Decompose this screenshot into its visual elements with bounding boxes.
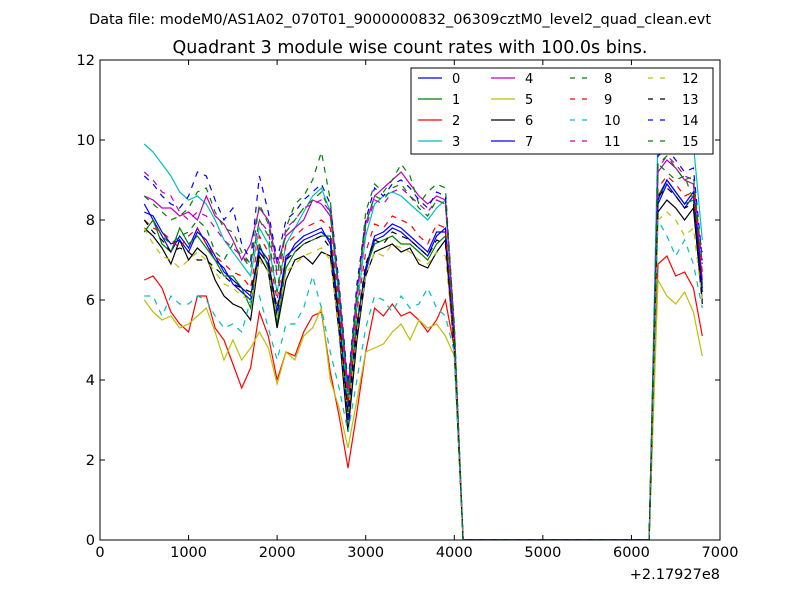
series-line-13 [143,187,703,540]
y-tick-label: 2 [86,453,95,469]
series-line-14 [143,147,703,540]
series-line-1 [143,178,703,540]
x-tick-label: 4000 [436,545,473,561]
x-offset-label: +2.17927e8 [630,567,720,583]
legend-label-13: 13 [682,93,699,108]
x-tick-label: 6000 [613,545,650,561]
legend-label-4: 4 [525,72,533,87]
legend-label-6: 6 [525,114,533,129]
x-tick-label: 2000 [259,545,296,561]
series-line-8 [143,151,703,540]
x-tick-label: 3000 [347,545,384,561]
data-file-label: Data file: modeM0/AS1A02_070T01_90000008… [89,12,711,28]
series-layer [143,131,703,540]
series-line-12 [143,211,703,540]
legend-label-15: 15 [682,135,699,150]
legend-label-9: 9 [604,93,612,108]
series-line-11 [143,155,703,540]
x-tick-label: 7000 [702,545,739,561]
series-line-3 [143,131,703,540]
series-line-5 [143,277,703,540]
y-tick-label: 0 [86,533,95,549]
legend-box [410,67,714,155]
x-tick-label: 5000 [524,545,561,561]
series-line-6 [143,199,703,540]
x-tick-label: 0 [95,545,104,561]
legend-label-1: 1 [452,93,460,108]
y-tick-label: 12 [77,53,95,69]
legend-label-11: 11 [604,135,621,150]
legend-label-3: 3 [452,135,460,150]
legend-label-0: 0 [452,72,460,87]
series-line-7 [144,178,703,540]
y-tick-label: 10 [77,133,95,149]
legend-label-5: 5 [525,93,533,108]
legend-label-12: 12 [682,72,699,87]
y-tick-label: 6 [86,293,95,309]
legend-label-8: 8 [604,72,612,87]
legend-label-10: 10 [604,114,621,129]
x-tick-label: 1000 [170,545,207,561]
y-tick-label: 4 [86,373,95,389]
legend-label-7: 7 [525,135,533,150]
legend-label-14: 14 [682,114,699,129]
legend-label-2: 2 [452,114,460,129]
y-tick-label: 8 [86,213,95,229]
series-line-2 [144,254,703,540]
chart-title: Quadrant 3 module wise count rates with … [173,38,648,58]
series-line-9 [143,175,703,540]
series-line-10 [144,217,703,540]
